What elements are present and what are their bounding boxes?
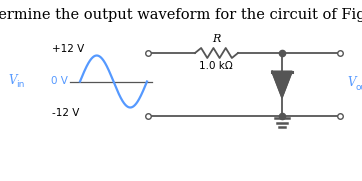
Text: 1.0 kΩ: 1.0 kΩ: [199, 61, 232, 71]
Text: Determine the output waveform for the circuit of Figure: Determine the output waveform for the ci…: [0, 8, 362, 22]
Text: out: out: [355, 83, 362, 92]
Text: V: V: [8, 74, 17, 87]
Polygon shape: [272, 71, 292, 98]
Text: 0 V: 0 V: [51, 77, 68, 87]
Text: in: in: [16, 80, 24, 89]
Text: R: R: [212, 34, 221, 44]
Text: V: V: [347, 76, 355, 89]
Text: +12 V: +12 V: [52, 45, 84, 54]
Text: -12 V: -12 V: [52, 108, 79, 119]
